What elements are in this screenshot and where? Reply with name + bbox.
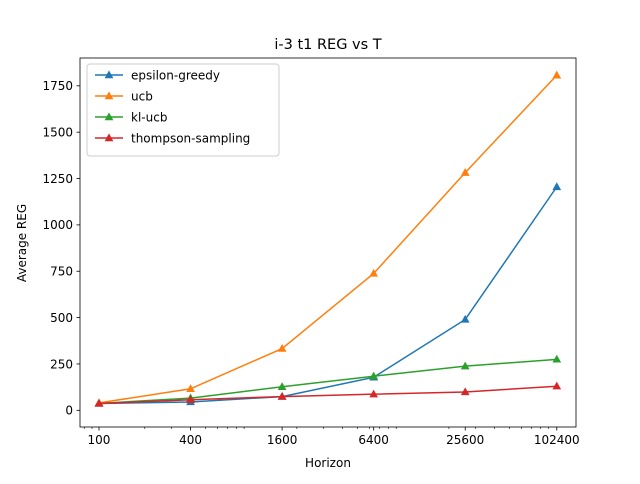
data-point-ucb (186, 384, 195, 393)
data-point-ucb (277, 343, 287, 352)
legend: epsilon-greedy ucb kl-ucb thompson-sampling (86, 63, 280, 157)
plot-area: 100 400 1600 6400 25600 102400 0 250 500 750 1000 1… (42, 57, 580, 447)
data-point-thompson-sampling (186, 395, 195, 403)
data-point-thompson-sampling (94, 398, 104, 407)
legend-marker (104, 133, 114, 142)
legend-marker (104, 91, 114, 100)
legend-label: kl-ucb (131, 110, 167, 124)
data-point-ucb (552, 70, 562, 79)
legend-box (86, 63, 280, 157)
data-point-epsilon-greedy (460, 314, 470, 323)
y-tick-label: 1750 (42, 79, 73, 93)
data-point-kl-ucb (369, 371, 379, 380)
data-point-ucb (369, 268, 379, 277)
y-tick-label: 0 (65, 404, 73, 418)
x-axis-label: Horizon (305, 456, 351, 470)
y-tick-label: 250 (50, 357, 73, 371)
x-tick-label: 400 (179, 433, 202, 447)
legend-label: epsilon-greedy (131, 68, 220, 82)
x-tick-label: 102400 (534, 433, 580, 447)
x-tick-label: 6400 (358, 433, 389, 447)
y-tick-label: 1250 (42, 172, 73, 186)
y-tick-label: 750 (50, 265, 73, 279)
series-line-kl-ucb (98, 358, 557, 405)
series-line-epsilon-greedy (98, 186, 558, 405)
y-tick-label: 1500 (42, 125, 73, 139)
data-point-kl-ucb (460, 361, 470, 370)
y-axis-label: Average REG (15, 204, 29, 282)
data-point-kl-ucb (277, 382, 287, 390)
data-point-kl-ucb (552, 354, 562, 363)
data-point-thompson-sampling (460, 387, 470, 396)
chart-title: i-3 t1 REG vs T (274, 37, 381, 53)
data-point-epsilon-greedy (552, 182, 562, 191)
data-point-thompson-sampling (369, 389, 379, 398)
y-tick-label: 500 (50, 311, 73, 325)
series-line-ucb (98, 74, 558, 404)
data-point-thompson-sampling (277, 391, 287, 400)
data-point-ucb (460, 167, 470, 176)
data-point-thompson-sampling (552, 381, 562, 390)
legend-marker (104, 70, 114, 79)
y-tick-label: 1000 (42, 218, 73, 232)
series-line-thompson-sampling (98, 385, 557, 405)
axes-frame (79, 57, 577, 428)
x-tick-label: 100 (88, 433, 111, 447)
legend-marker (104, 112, 114, 121)
x-tick-label: 1600 (267, 433, 298, 447)
x-tick-label: 25600 (446, 433, 484, 447)
legend-label: thompson-sampling (131, 131, 250, 145)
legend-label: ucb (131, 89, 153, 103)
